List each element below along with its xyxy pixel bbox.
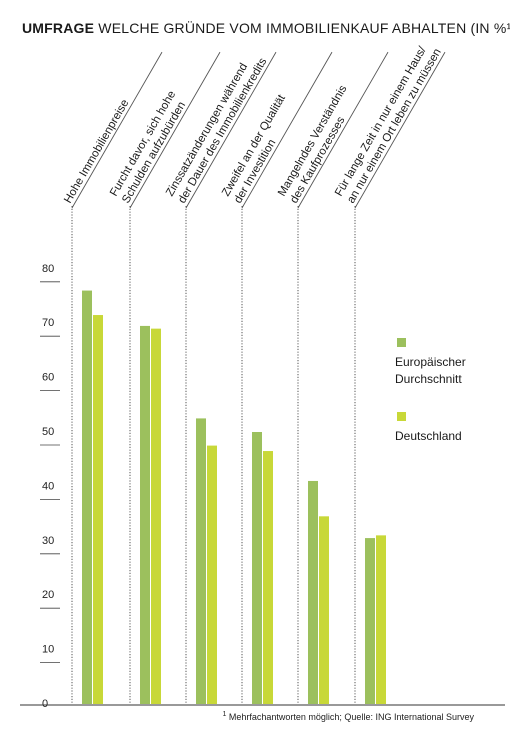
y-tick-label: 30 <box>42 535 54 547</box>
category-label-line: Für lange Zeit in nur einem Haus/ <box>333 44 429 198</box>
bar-germany <box>263 451 273 704</box>
legend-item: Europäischer Durchschnitt <box>395 338 505 388</box>
y-tick-label: 70 <box>42 317 54 329</box>
y-tick-label: 50 <box>42 426 54 438</box>
y-tick-label: 10 <box>42 644 54 656</box>
y-tick-label: 0 <box>42 698 48 710</box>
category-label: Für lange Zeit in nur einem Haus/an nur … <box>333 44 444 206</box>
bar-europe <box>196 418 206 704</box>
category-leader-line <box>297 51 389 209</box>
bar-europe <box>252 432 262 704</box>
bar-germany <box>207 445 217 704</box>
category-leader-line <box>185 51 277 209</box>
y-tick-label: 60 <box>42 372 54 384</box>
legend-swatch <box>397 412 406 421</box>
category-leader-line <box>354 51 446 209</box>
bar-europe <box>365 538 375 704</box>
y-tick-label: 40 <box>42 480 54 492</box>
category-leader-line <box>71 51 163 209</box>
category-label-line: an nur einem Ort leben zu müssen <box>345 47 444 206</box>
y-tick-label: 20 <box>42 589 54 601</box>
bar-germany <box>319 516 329 704</box>
bar-europe <box>82 290 92 704</box>
y-tick-label: 80 <box>42 263 54 275</box>
chart-title: UMFRAGE WELCHE GRÜNDE VOM IMMOBILIENKAUF… <box>22 20 510 36</box>
bar-germany <box>376 535 386 704</box>
bar-europe <box>308 480 318 704</box>
bar-germany <box>93 315 103 704</box>
bar-germany <box>151 328 161 704</box>
legend-swatch <box>397 338 406 347</box>
legend-label: Deutschland <box>395 429 462 443</box>
category-leader-line <box>241 51 333 209</box>
legend: Europäischer Durchschnitt Deutschland <box>395 338 505 469</box>
bar-europe <box>140 325 150 704</box>
category-leader-line <box>129 51 221 209</box>
legend-item: Deutschland <box>395 412 505 445</box>
legend-label: Europäischer Durchschnitt <box>395 355 466 386</box>
footnote: 1 Mehrfachantworten möglich; Quelle: ING… <box>222 711 474 722</box>
